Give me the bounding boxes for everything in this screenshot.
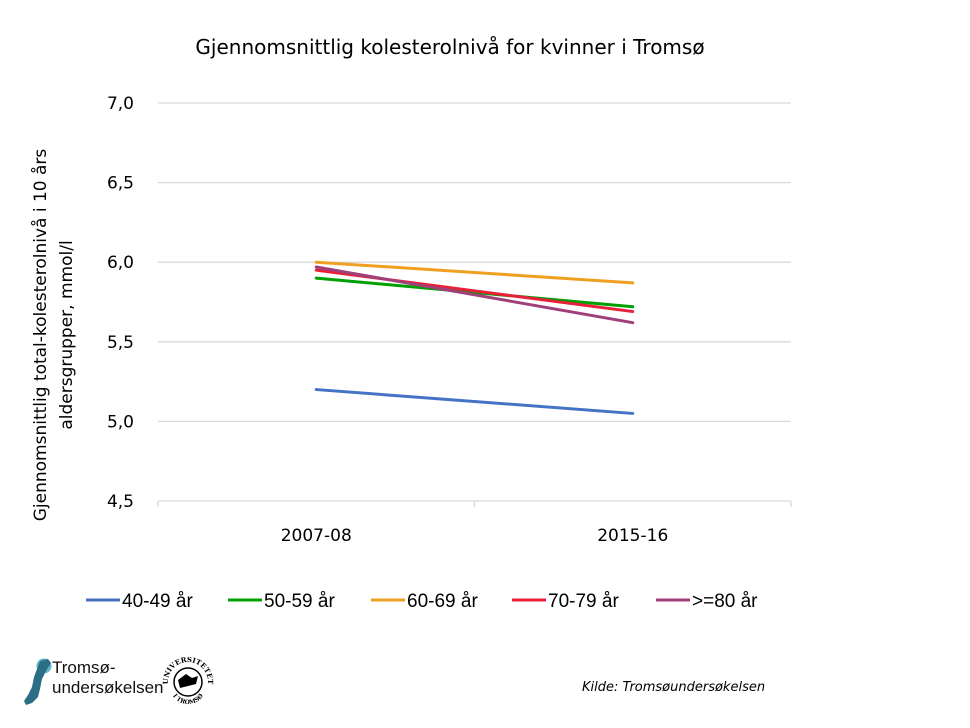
legend-label: >=80 år	[692, 591, 758, 612]
series-lines	[314, 260, 635, 415]
y-tick-label: 5,0	[107, 412, 134, 432]
y-tick-label: 5,5	[107, 333, 134, 353]
logo-line-2: undersøkelsen	[52, 678, 164, 697]
x-tick-label: 2007-08	[281, 526, 352, 546]
y-axis-label-line-1: Gjennomsnittlig total-kolesterolnivå i 1…	[30, 149, 51, 522]
x-axis: 2007-08 2015-16	[157, 501, 792, 546]
university-seal-icon: UNIVERSITETET I TROMSØ	[162, 656, 214, 706]
y-axis-label: Gjennomsnittlig total-kolesterolnivå i 1…	[30, 149, 77, 522]
x-tick-label: 2015-16	[597, 526, 668, 546]
y-tick-label: 6,0	[107, 253, 134, 273]
y-axis-ticks: 4,5 5,0 5,5 6,0 6,5 7,0	[107, 94, 134, 512]
y-tick-label: 4,5	[107, 492, 134, 512]
legend-label: 50-59 år	[264, 591, 335, 612]
seal-bottom-text: I TROMSØ	[171, 692, 205, 706]
legend-label: 60-69 år	[407, 591, 478, 612]
legend-label: 70-79 år	[548, 591, 619, 612]
series-line	[314, 388, 635, 415]
y-tick-label: 6,5	[107, 174, 134, 194]
legend: 40-49 år 50-59 år 60-69 år 70-79 år >=80 år	[86, 591, 758, 612]
series-line	[314, 276, 635, 309]
svg-text:I TROMSØ: I TROMSØ	[171, 692, 205, 706]
legend-label: 40-49 år	[122, 591, 193, 612]
gridlines	[158, 102, 791, 502]
norway-map-icon	[24, 658, 52, 705]
source-note: Kilde: Tromsøundersøkelsen	[582, 680, 766, 695]
tromso-study-logo: Tromsø- undersøkelsen	[52, 658, 164, 698]
logo-line-1: Tromsø-	[52, 658, 116, 677]
y-axis-label-line-2: aldersgrupper, mmol/l	[57, 240, 77, 429]
y-tick-label: 7,0	[107, 94, 134, 114]
series-line	[314, 265, 635, 325]
chart-title: Gjennomsnittlig kolesterolnivå for kvinn…	[195, 35, 704, 59]
series-line	[314, 260, 635, 285]
